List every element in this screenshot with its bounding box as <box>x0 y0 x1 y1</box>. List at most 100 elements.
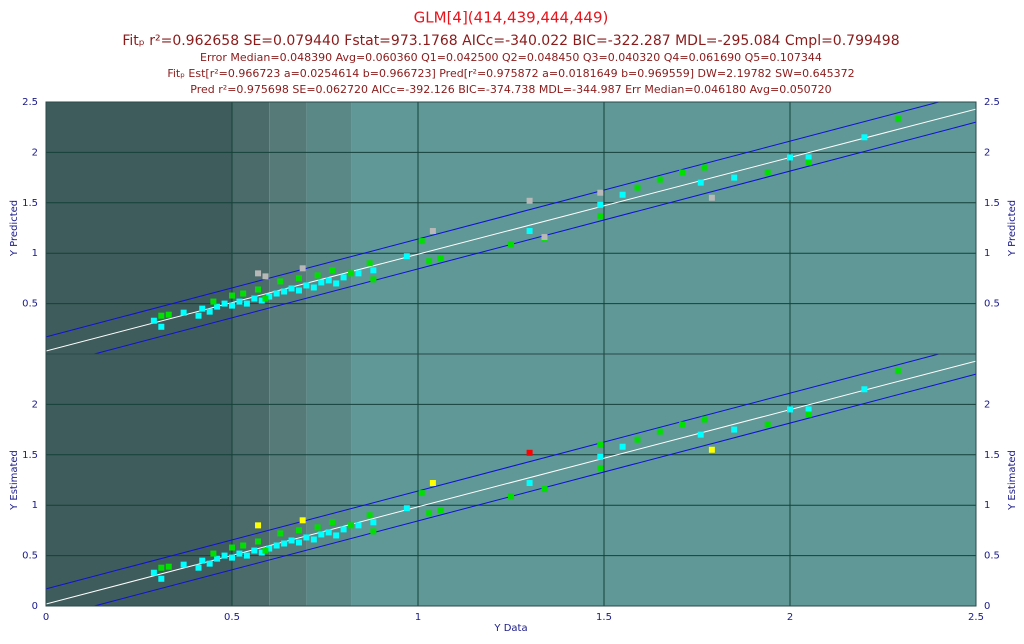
y-tick-label: 0.5 <box>22 551 38 562</box>
point <box>277 278 284 285</box>
point <box>348 522 355 529</box>
chart-subtitle: Pred r²=0.975698 SE=0.062720 AICc=-392.1… <box>190 83 831 96</box>
fit-line <box>46 102 939 338</box>
y-axis-label: Y Estimated <box>9 450 20 511</box>
point <box>180 309 187 316</box>
y-tick-label: 1.5 <box>984 198 1000 209</box>
point <box>281 288 288 295</box>
point <box>429 228 436 235</box>
point <box>243 552 250 559</box>
point <box>195 312 202 319</box>
point <box>508 493 514 500</box>
point <box>526 480 533 487</box>
point <box>764 169 771 176</box>
point <box>236 298 243 305</box>
y-tick-label: 1.5 <box>22 450 38 461</box>
point <box>508 241 514 248</box>
point <box>861 386 868 393</box>
plot-area <box>46 102 976 354</box>
y-tick-label: 1.5 <box>22 198 38 209</box>
point <box>266 545 273 552</box>
point <box>701 416 708 423</box>
point <box>861 134 868 141</box>
point <box>158 312 165 319</box>
point <box>526 449 533 456</box>
x-tick-label: 2.5 <box>968 612 984 623</box>
point <box>894 116 901 123</box>
fit-line <box>94 373 976 606</box>
point <box>731 426 738 433</box>
point <box>708 194 715 201</box>
point <box>787 154 793 161</box>
panel-border <box>45 353 977 607</box>
y-tick-label: 1 <box>984 500 990 511</box>
point <box>243 300 250 307</box>
point <box>288 285 295 292</box>
point <box>303 534 310 541</box>
point <box>310 284 317 291</box>
y-tick-label: 0 <box>32 601 38 612</box>
point <box>229 554 235 561</box>
point <box>333 532 340 539</box>
y-tick-label: 1.5 <box>984 450 1000 461</box>
point <box>366 512 373 519</box>
point <box>541 234 548 241</box>
point <box>697 431 704 438</box>
point <box>325 529 332 536</box>
point <box>295 275 302 282</box>
point <box>255 522 262 529</box>
y-tick-label: 2.5 <box>22 97 38 108</box>
point <box>597 201 604 208</box>
point <box>597 464 604 471</box>
y-tick-label: 1 <box>32 500 38 511</box>
point <box>619 443 626 450</box>
point <box>731 174 738 181</box>
x-tick-label: 1 <box>415 612 421 623</box>
fit-line <box>94 121 976 354</box>
point <box>355 270 362 277</box>
point <box>697 179 704 186</box>
point <box>318 279 325 286</box>
y-axis-label: Y Predicted <box>9 200 20 257</box>
point <box>656 176 663 183</box>
point <box>229 544 235 551</box>
point <box>240 290 247 297</box>
band <box>269 102 307 354</box>
point <box>426 510 433 517</box>
point <box>158 323 165 330</box>
point <box>597 453 604 460</box>
point <box>370 276 377 283</box>
point <box>894 368 901 375</box>
point <box>210 550 217 557</box>
point <box>255 538 262 545</box>
point <box>348 270 355 277</box>
point <box>221 552 228 559</box>
y-tick-label: 2 <box>32 147 38 158</box>
y-tick-label: 1 <box>984 248 990 259</box>
y-tick-label: 0.5 <box>22 299 38 310</box>
point <box>679 421 686 428</box>
point <box>262 295 269 302</box>
point <box>214 303 221 310</box>
band <box>351 354 976 606</box>
y-axis-label: Y Predicted <box>1007 200 1018 257</box>
band <box>46 354 232 606</box>
point <box>299 517 306 524</box>
point <box>403 505 410 512</box>
point <box>805 154 812 161</box>
point <box>340 526 347 533</box>
point <box>295 539 302 546</box>
band <box>269 354 307 606</box>
point <box>418 490 425 497</box>
point <box>210 298 217 305</box>
point <box>597 441 604 448</box>
point <box>426 258 433 265</box>
point <box>679 169 686 176</box>
point <box>437 507 444 514</box>
point <box>314 272 321 279</box>
point <box>541 486 548 493</box>
point <box>366 260 373 267</box>
point <box>370 267 377 274</box>
